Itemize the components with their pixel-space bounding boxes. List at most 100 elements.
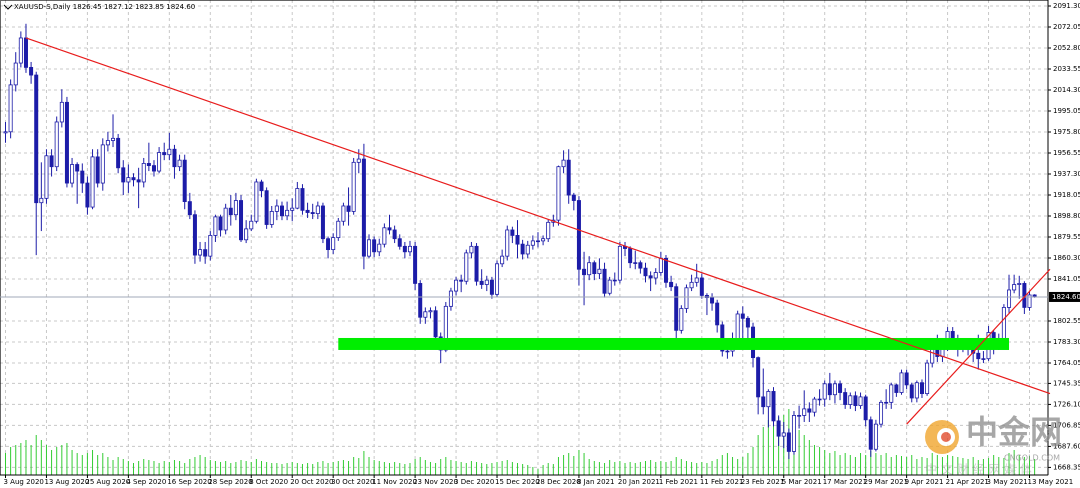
volume-bar	[988, 458, 990, 475]
volume-bar	[102, 453, 104, 475]
candle-body	[633, 262, 638, 264]
candle-body	[454, 279, 459, 292]
volume-bar	[773, 425, 774, 475]
candle-body	[515, 235, 520, 245]
volume-bar	[752, 447, 754, 475]
candle-body	[873, 423, 878, 450]
volume-bar	[578, 450, 580, 475]
volume-bar	[906, 457, 908, 475]
candle-body	[848, 395, 853, 405]
volume-bar	[199, 455, 201, 475]
volume-bar	[511, 462, 513, 475]
y-tick-label: 1726.10	[1053, 400, 1080, 408]
candle-body	[689, 281, 694, 289]
volume-bar	[378, 461, 380, 475]
candle-body	[105, 140, 110, 146]
candle-body	[351, 161, 356, 212]
candle-body	[407, 245, 412, 253]
x-tick-label: 9 Apr 2021	[905, 478, 944, 486]
candle-body	[899, 372, 904, 393]
candle-body	[372, 239, 377, 253]
candle-body	[756, 357, 761, 398]
candle-body	[530, 240, 535, 246]
candle-body	[428, 310, 433, 313]
candle-body	[177, 159, 182, 168]
volume-bar	[312, 464, 314, 475]
volume-bar	[429, 462, 431, 475]
x-tick-label: 4 Sep 2020	[126, 478, 166, 486]
x-tick-label: 8 Oct 2020	[249, 478, 288, 486]
volume-bar	[665, 462, 667, 475]
candle-body	[776, 420, 781, 437]
candle-body	[797, 415, 802, 417]
candle-body	[914, 382, 919, 399]
volume-bar	[639, 462, 641, 475]
candle-body	[561, 159, 566, 168]
plot-frame	[0, 0, 1049, 476]
candle-body	[85, 182, 90, 208]
candle-body	[510, 229, 515, 236]
volume-bar	[737, 459, 739, 475]
volume-bar	[568, 453, 570, 475]
volume-bar	[890, 457, 892, 475]
volume-bar	[61, 445, 63, 475]
candle-body	[679, 308, 684, 331]
candle-body	[18, 37, 23, 64]
y-tick-label: 1764.05	[1053, 359, 1080, 367]
volume-bar	[255, 459, 257, 475]
volume-bar	[634, 463, 636, 475]
candle-body	[223, 207, 228, 231]
x-tick-label: 5 Mar 2021	[782, 478, 822, 486]
candle-body	[822, 383, 827, 400]
y-tick-label: 1956.55	[1053, 149, 1080, 157]
candle-body	[59, 101, 64, 123]
volume-bar	[911, 455, 913, 475]
candle-body	[807, 408, 812, 413]
candle-body	[919, 382, 924, 395]
volume-bar	[117, 457, 119, 475]
volume-bar	[342, 460, 344, 475]
candle-body	[617, 245, 622, 281]
candle-body	[233, 200, 238, 216]
candle-body	[576, 200, 581, 270]
candle-body	[699, 277, 704, 296]
candle-body	[95, 156, 100, 184]
candle-body	[146, 163, 151, 167]
x-tick-label: 20 Oct 2020	[290, 478, 333, 486]
candle-body	[879, 401, 884, 425]
candle-body	[479, 280, 484, 285]
volume-bar	[542, 465, 544, 475]
candle-body	[853, 395, 858, 407]
candle-body	[136, 179, 141, 183]
x-tick-label: 13 May 2021	[1028, 478, 1074, 486]
candle-body	[356, 158, 361, 163]
candle-body	[500, 255, 505, 265]
x-tick-label: 28 Sep 2020	[208, 478, 252, 486]
volume-bar	[803, 435, 805, 475]
volume-bar	[476, 462, 478, 475]
volume-bar	[563, 455, 565, 475]
volume-bar	[112, 460, 114, 475]
candle-body	[198, 249, 203, 256]
candle-body	[187, 201, 192, 216]
candle-body	[745, 317, 750, 328]
volume-bar	[1008, 453, 1010, 475]
candle-body	[653, 272, 658, 279]
volume-bar	[220, 462, 222, 475]
candle-body	[448, 290, 453, 307]
volume-bar	[414, 459, 416, 475]
candle-body	[346, 205, 351, 212]
volume-bar	[880, 455, 882, 475]
volume-bar	[107, 457, 109, 475]
volume-bar	[450, 460, 452, 475]
x-tick-label: 8 Jan 2021	[577, 478, 615, 486]
candle-body	[402, 245, 407, 253]
candle-body	[484, 279, 489, 285]
volume-bar	[839, 455, 841, 475]
volume-bar	[680, 459, 682, 475]
volume-bar	[967, 459, 969, 475]
candle-body	[925, 362, 930, 395]
